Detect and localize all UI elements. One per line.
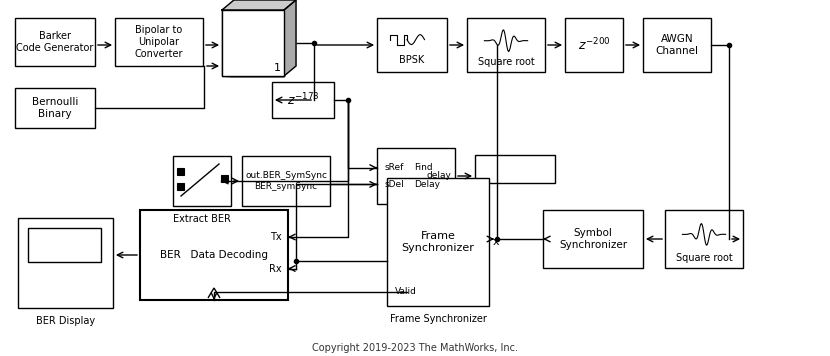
Text: Extract BER: Extract BER: [173, 214, 231, 224]
Text: Rx: Rx: [270, 263, 282, 273]
Text: Symbol
Synchronizer: Symbol Synchronizer: [559, 228, 627, 250]
Text: Square root: Square root: [477, 57, 535, 67]
Bar: [226, 14, 284, 76]
Text: 1: 1: [274, 63, 281, 73]
Bar: [115, 18, 203, 66]
Bar: [15, 88, 95, 128]
Text: Bernoulli
Binary: Bernoulli Binary: [32, 97, 78, 119]
Text: Valid: Valid: [395, 288, 417, 297]
Polygon shape: [284, 0, 296, 76]
Text: sDel: sDel: [385, 180, 405, 189]
Bar: [475, 155, 555, 183]
Polygon shape: [222, 0, 296, 10]
Text: Frame
Synchronizer: Frame Synchronizer: [402, 231, 475, 253]
Text: sRef: sRef: [385, 163, 404, 172]
Bar: [173, 156, 231, 206]
Bar: [15, 18, 95, 66]
Text: Tx: Tx: [271, 232, 282, 242]
Text: Frame Synchronizer: Frame Synchronizer: [389, 314, 486, 324]
Bar: [221, 175, 228, 182]
Bar: [18, 218, 113, 308]
Text: $z^{-173}$: $z^{-173}$: [286, 92, 320, 108]
Text: $z^{-200}$: $z^{-200}$: [578, 37, 610, 53]
Text: out.BER_SymSync
BER_symSync: out.BER_SymSync BER_symSync: [245, 171, 327, 191]
Text: Square root: Square root: [676, 252, 732, 263]
Text: Delay: Delay: [414, 180, 441, 189]
Text: x: x: [493, 237, 500, 247]
Bar: [222, 10, 284, 76]
Text: BER   Data Decoding: BER Data Decoding: [160, 250, 268, 260]
Bar: [177, 168, 184, 174]
Text: delay: delay: [426, 172, 451, 180]
Bar: [387, 178, 489, 306]
Bar: [177, 183, 184, 189]
Text: BPSK: BPSK: [399, 55, 425, 65]
Text: Find: Find: [414, 163, 433, 172]
Bar: [222, 10, 284, 76]
Text: Copyright 2019-2023 The MathWorks, Inc.: Copyright 2019-2023 The MathWorks, Inc.: [312, 343, 518, 353]
Bar: [467, 18, 545, 72]
Bar: [377, 148, 455, 204]
Bar: [643, 18, 711, 72]
Text: AWGN
Channel: AWGN Channel: [656, 34, 699, 56]
Bar: [543, 210, 643, 268]
Bar: [140, 210, 288, 300]
Bar: [272, 82, 334, 118]
Text: BER Display: BER Display: [36, 316, 95, 326]
Bar: [242, 156, 330, 206]
Bar: [28, 228, 101, 262]
Text: Barker
Code Generator: Barker Code Generator: [17, 31, 94, 53]
Bar: [377, 18, 447, 72]
Bar: [665, 210, 743, 268]
Bar: [230, 18, 284, 76]
Bar: [565, 18, 623, 72]
Text: Bipolar to
Unipolar
Converter: Bipolar to Unipolar Converter: [134, 25, 183, 59]
